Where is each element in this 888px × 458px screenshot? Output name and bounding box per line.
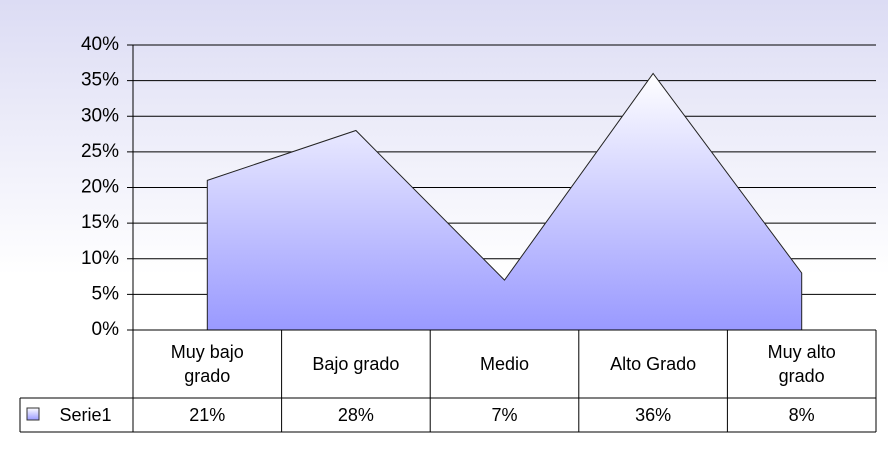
legend-key [26, 407, 40, 421]
category-label: Alto Grado [610, 354, 697, 374]
y-tick-label: 20% [81, 177, 119, 198]
category-label: Medio [479, 354, 529, 374]
value-label: 7% [491, 405, 518, 425]
y-tick-label: 35% [81, 70, 119, 91]
value-label: 28% [337, 405, 374, 425]
value-label: 21% [189, 405, 226, 425]
legend-label: Serie1 [59, 405, 112, 425]
value-label: 36% [635, 405, 672, 425]
area [206, 72, 803, 331]
y-tick-label: 25% [81, 141, 119, 162]
value-label: 8% [788, 405, 815, 425]
category-label: Bajo grado [312, 354, 400, 374]
y-tick-label: 0% [92, 319, 120, 340]
category-label: Muy alto grado [767, 342, 836, 386]
y-tick-label: 5% [92, 283, 120, 304]
y-tick-label: 15% [81, 212, 119, 233]
y-tick-label: 40% [81, 34, 119, 55]
category-label: Muy bajo grado [170, 342, 244, 386]
y-tick-label: 10% [81, 248, 119, 269]
y-tick-label: 30% [81, 105, 119, 126]
